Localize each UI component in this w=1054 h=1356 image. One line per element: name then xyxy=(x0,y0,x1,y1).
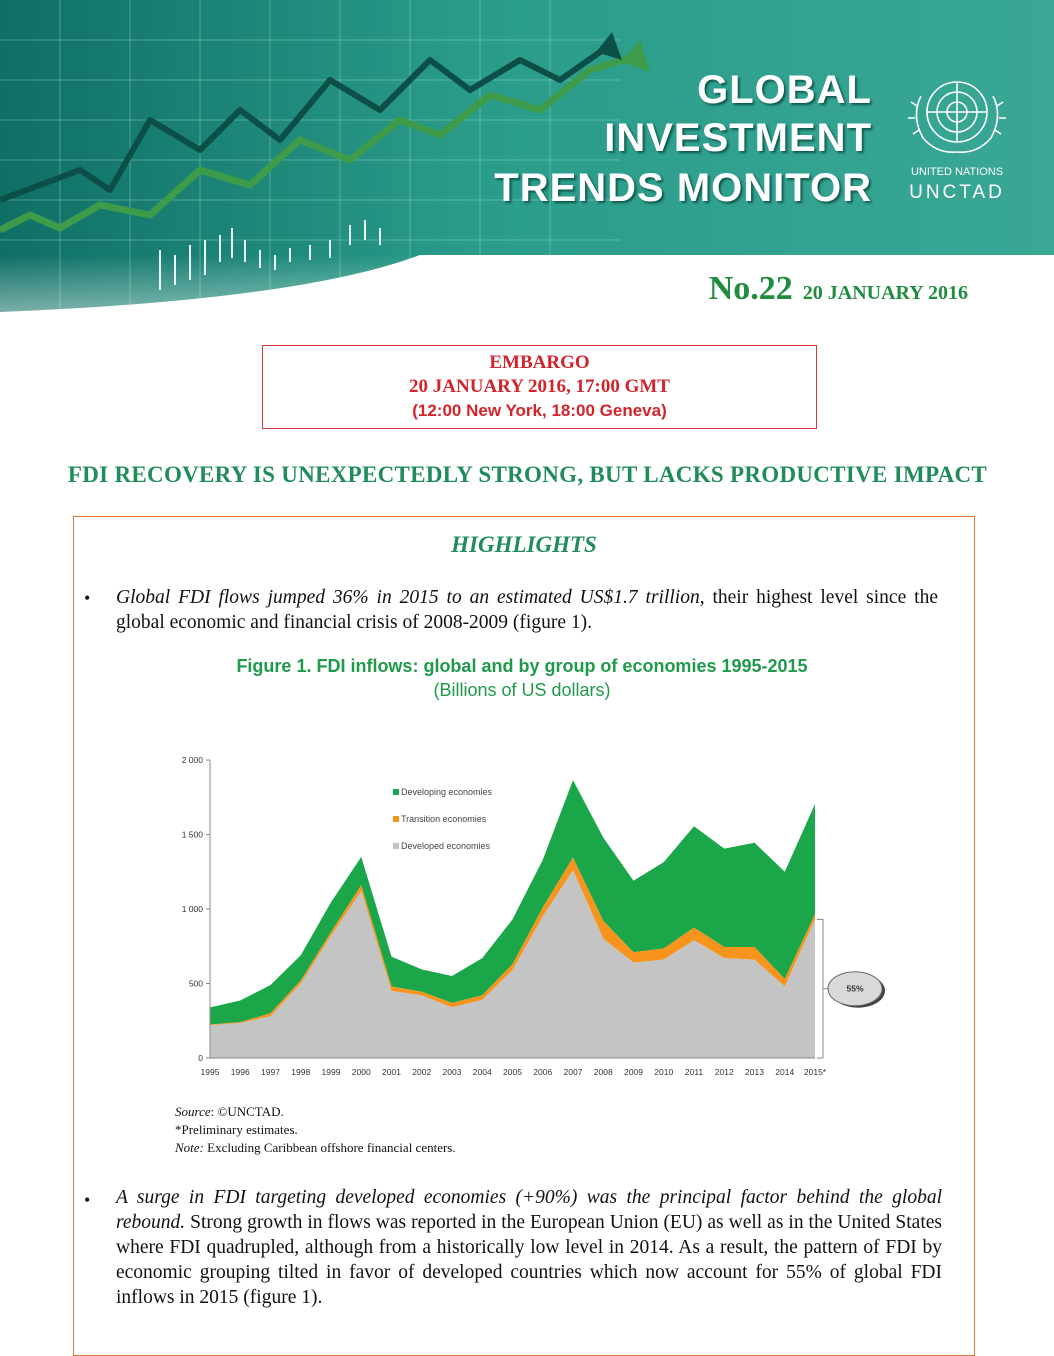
note-text: Excluding Caribbean offshore financial c… xyxy=(203,1140,456,1155)
headline: FDI RECOVERY IS UNEXPECTEDLY STRONG, BUT… xyxy=(67,462,988,487)
x-tick-label: 2015* xyxy=(804,1067,827,1077)
annotation-bracket xyxy=(817,918,824,1059)
x-tick-label: 2013 xyxy=(745,1067,764,1077)
x-tick-label: 1995 xyxy=(201,1067,220,1077)
x-tick-label: 2007 xyxy=(564,1067,583,1077)
y-tick-label: 0 xyxy=(198,1053,203,1063)
x-tick-label: 1999 xyxy=(322,1067,341,1077)
x-tick-label: 2000 xyxy=(352,1067,371,1077)
embargo-label: EMBARGO xyxy=(489,352,590,373)
x-tick-label: 2011 xyxy=(685,1067,704,1077)
org-name: UNITED NATIONS xyxy=(910,166,1004,178)
highlight-paragraph-1: Global FDI flows jumped 36% in 2015 to a… xyxy=(116,585,938,635)
note-label: Note: xyxy=(175,1140,204,1155)
legend-swatch xyxy=(393,843,399,849)
series-area-developed-economies xyxy=(210,870,815,1058)
x-tick-label: 2008 xyxy=(594,1067,613,1077)
x-tick-label: 1996 xyxy=(231,1067,250,1077)
x-tick-label: 2012 xyxy=(715,1067,734,1077)
x-tick-label: 2010 xyxy=(654,1067,673,1077)
source-label: Source xyxy=(175,1104,211,1119)
annotation-bubble xyxy=(827,971,883,1007)
x-tick-label: 1997 xyxy=(261,1067,280,1077)
y-tick-label: 1 500 xyxy=(182,830,204,840)
x-tick-label: 2002 xyxy=(412,1067,431,1077)
x-tick-label: 2004 xyxy=(473,1067,492,1077)
x-tick-label: 2001 xyxy=(382,1067,401,1077)
annotation-label: 55% xyxy=(846,984,863,994)
figure-title: Figure 1. FDI inflows: global and by gro… xyxy=(236,656,808,676)
highlights-title: HIGHLIGHTS xyxy=(451,532,597,557)
issue-line: No.22 20 JANUARY 2016 xyxy=(709,270,968,308)
banner-title-line-1: GLOBAL xyxy=(697,68,872,112)
legend-label: Developing economies xyxy=(401,787,493,797)
issue-number: No.22 xyxy=(708,270,793,307)
source-text: : ©UNCTAD. xyxy=(210,1104,284,1119)
highlight-1-body: their highest level since the global eco… xyxy=(116,587,938,633)
org-acronym: UNCTAD xyxy=(909,182,1005,203)
highlight-2-body: Strong growth in flows was reported in t… xyxy=(116,1212,942,1308)
x-tick-label: 2005 xyxy=(503,1067,522,1077)
legend-swatch xyxy=(393,816,399,822)
highlight-2-lead: A surge in FDI targeting developed econo… xyxy=(116,1187,942,1233)
un-emblem-icon xyxy=(897,66,1017,161)
bullet-icon: • xyxy=(84,588,91,608)
embargo-datetime: 20 JANUARY 2016, 17:00 GMT xyxy=(409,376,670,397)
figure-subtitle: (Billions of US dollars) xyxy=(433,680,611,700)
preliminary-note: *Preliminary estimates. xyxy=(175,1122,298,1137)
banner-title-line-3: TRENDS MONITOR xyxy=(494,166,872,210)
x-tick-label: 2014 xyxy=(775,1067,794,1077)
embargo-box: EMBARGO 20 JANUARY 2016, 17:00 GMT (12:0… xyxy=(262,345,817,429)
issue-date: 20 JANUARY 2016 xyxy=(802,282,968,304)
note-line: Note: Excluding Caribbean offshore finan… xyxy=(175,1139,456,1157)
figure-notes: Source: ©UNCTAD. *Preliminary estimates.… xyxy=(175,1103,456,1157)
series-area-developing-economies xyxy=(210,780,815,1025)
source-line: Source: ©UNCTAD. xyxy=(175,1103,456,1121)
banner-graphic xyxy=(0,0,1054,325)
legend-swatch xyxy=(393,789,399,795)
bullet-icon: • xyxy=(84,1190,91,1210)
y-tick-label: 2 000 xyxy=(182,755,204,765)
banner-title-line-2: INVESTMENT xyxy=(604,116,872,160)
x-tick-label: 2003 xyxy=(443,1067,462,1077)
y-tick-label: 1 000 xyxy=(182,904,204,914)
x-tick-label: 1998 xyxy=(291,1067,310,1077)
x-tick-label: 2009 xyxy=(624,1067,643,1077)
y-tick-label: 500 xyxy=(189,979,203,989)
legend-label: Transition economies xyxy=(401,814,487,824)
header-banner: GLOBAL INVESTMENT TRENDS MONITOR UNITED … xyxy=(0,0,1054,325)
highlight-paragraph-2: A surge in FDI targeting developed econo… xyxy=(116,1185,942,1310)
fdi-area-chart: 0 500 1 000 1 500 2 000 1995 1996 1997 1998 1999 2… xyxy=(182,755,885,1077)
embargo-local-times: (12:00 New York, 18:00 Geneva) xyxy=(412,401,667,420)
x-tick-label: 2006 xyxy=(533,1067,552,1077)
legend-label: Developed economies xyxy=(401,841,491,851)
highlight-1-lead: Global FDI flows jumped 36% in 2015 to a… xyxy=(116,587,705,608)
